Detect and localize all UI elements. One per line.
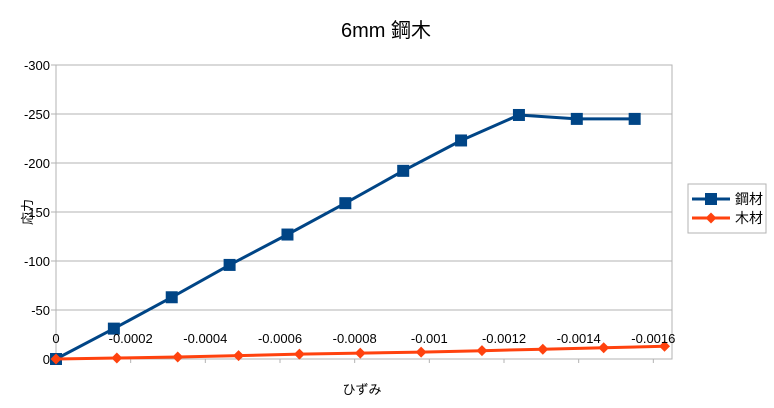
data-point (354, 347, 366, 359)
gridlines (51, 64, 672, 363)
data-point (111, 352, 123, 364)
data-point (50, 353, 62, 365)
legend-marker-square (705, 193, 717, 205)
legend-label: 鋼材 (735, 191, 763, 207)
legend-label: 木材 (735, 210, 763, 226)
chart-title: 6mm 鋼木 (341, 19, 431, 42)
y-tick-label: -200 (24, 156, 50, 171)
x-tick-label: -0.0012 (482, 331, 526, 346)
data-point (415, 346, 427, 358)
x-tick-label: -0.0004 (183, 331, 227, 346)
data-point (570, 112, 583, 125)
data-point (107, 322, 120, 335)
series-1 (50, 108, 641, 365)
y-axis-tick-labels: -300 -250 -200 -150 -100 -50 0 (24, 58, 50, 367)
data-point (281, 228, 294, 241)
data-point (598, 342, 610, 354)
legend-item: 木材 (692, 210, 763, 226)
data-point (476, 345, 488, 357)
y-axis-label: 応力 (20, 199, 35, 225)
data-point (165, 291, 178, 304)
x-tick-label: 0 (52, 331, 59, 346)
data-point (455, 134, 468, 147)
y-tick-label: -300 (24, 58, 50, 73)
data-point (628, 112, 641, 125)
legend-item: 鋼材 (692, 191, 763, 207)
x-tick-label: -0.0016 (631, 331, 675, 346)
y-tick-label: -50 (31, 303, 50, 318)
y-tick-label: -250 (24, 107, 50, 122)
series-2 (50, 340, 671, 365)
data-point (172, 351, 184, 363)
y-tick-label: 0 (43, 352, 50, 367)
legend-box (687, 183, 767, 234)
data-point (397, 164, 410, 177)
data-point (293, 348, 305, 360)
x-tick-label: -0.0006 (258, 331, 302, 346)
series-layer (50, 108, 671, 365)
x-tick-label: -0.0002 (109, 331, 153, 346)
series-line (55, 113, 635, 361)
x-axis-label: ひずみ (342, 382, 381, 397)
data-point (339, 197, 352, 210)
legend-marker-diamond (705, 212, 717, 224)
data-point (233, 350, 245, 362)
x-axis-tick-labels: 0 -0.0002 -0.0004 -0.0006 -0.0008 -0.001 -0.00… (52, 331, 675, 346)
data-point (659, 340, 671, 352)
data-point (512, 108, 525, 121)
data-point (223, 258, 236, 271)
plot-area-frame (55, 64, 673, 360)
y-tick-label: -150 (24, 205, 50, 220)
y-tick-label: -100 (24, 254, 50, 269)
data-point (537, 343, 549, 355)
x-tick-label: -0.0014 (557, 331, 601, 346)
x-tick-label: -0.0008 (333, 331, 377, 346)
x-tick-label: -0.001 (411, 331, 448, 346)
